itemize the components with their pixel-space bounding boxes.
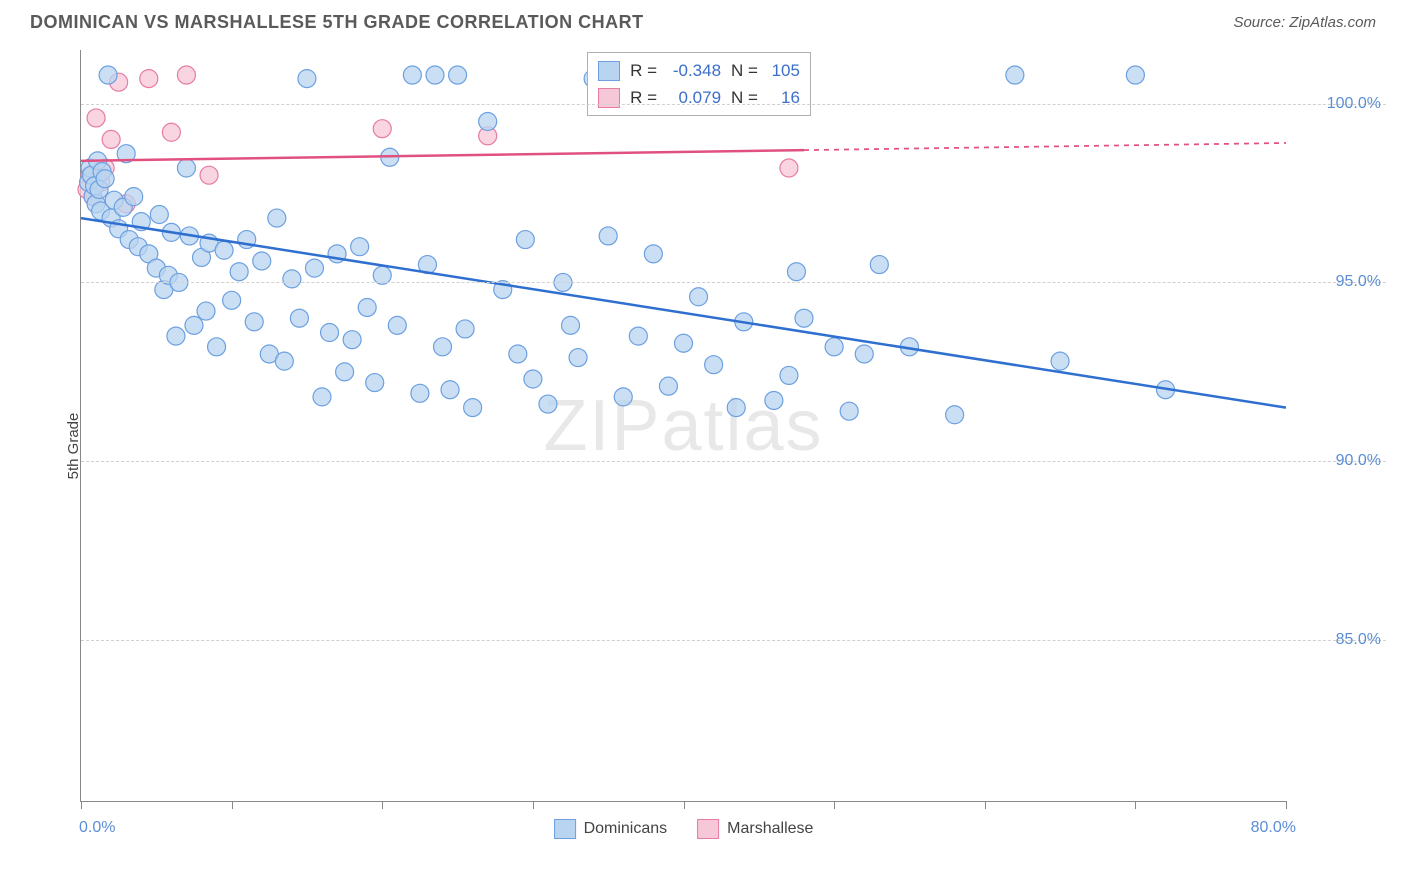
n-value-marshallese: 16 [764,84,800,111]
swatch-marshallese [697,819,719,839]
y-tick-label: 100.0% [1291,95,1381,113]
x-tick [985,801,986,809]
gridline-h [81,461,1386,462]
stat-row-dominicans: R = -0.348 N = 105 [598,57,800,84]
r-label: R = [630,57,657,84]
source-label: Source: ZipAtlas.com [1233,14,1376,31]
r-value-marshallese: 0.079 [663,84,721,111]
n-value-dominicans: 105 [764,57,800,84]
swatch-dominicans [554,819,576,839]
r-label: R = [630,84,657,111]
plot-area: ZIPatlas R = -0.348 N = 105 R = 0.079 N … [80,50,1286,802]
chart-title: DOMINICAN VS MARSHALLESE 5TH GRADE CORRE… [30,12,644,33]
x-axis-min-label: 0.0% [79,819,115,837]
x-axis-max-label: 80.0% [1251,819,1296,837]
x-tick [81,801,82,809]
gridline-h [81,640,1386,641]
swatch-dominicans [598,61,620,81]
gridline-h [81,104,1386,105]
y-tick-label: 85.0% [1291,631,1381,649]
chart-container: 5th Grade ZIPatlas R = -0.348 N = 105 R … [50,50,1386,842]
r-value-dominicans: -0.348 [663,57,721,84]
x-tick [382,801,383,809]
x-tick [834,801,835,809]
stat-row-marshallese: R = 0.079 N = 16 [598,84,800,111]
y-tick-label: 90.0% [1291,452,1381,470]
x-tick [684,801,685,809]
legend-label: Dominicans [584,820,668,838]
legend-item-dominicans: Dominicans [554,819,668,839]
x-tick [232,801,233,809]
n-label: N = [731,84,758,111]
x-tick [533,801,534,809]
correlation-stat-box: R = -0.348 N = 105 R = 0.079 N = 16 [587,52,811,116]
legend-label: Marshallese [727,820,813,838]
gridline-h [81,282,1386,283]
legend-item-marshallese: Marshallese [697,819,813,839]
legend: Dominicans Marshallese [554,819,814,839]
swatch-marshallese [598,88,620,108]
n-label: N = [731,57,758,84]
x-tick [1286,801,1287,809]
chart-svg [81,50,1286,801]
y-tick-label: 95.0% [1291,273,1381,291]
x-tick [1135,801,1136,809]
